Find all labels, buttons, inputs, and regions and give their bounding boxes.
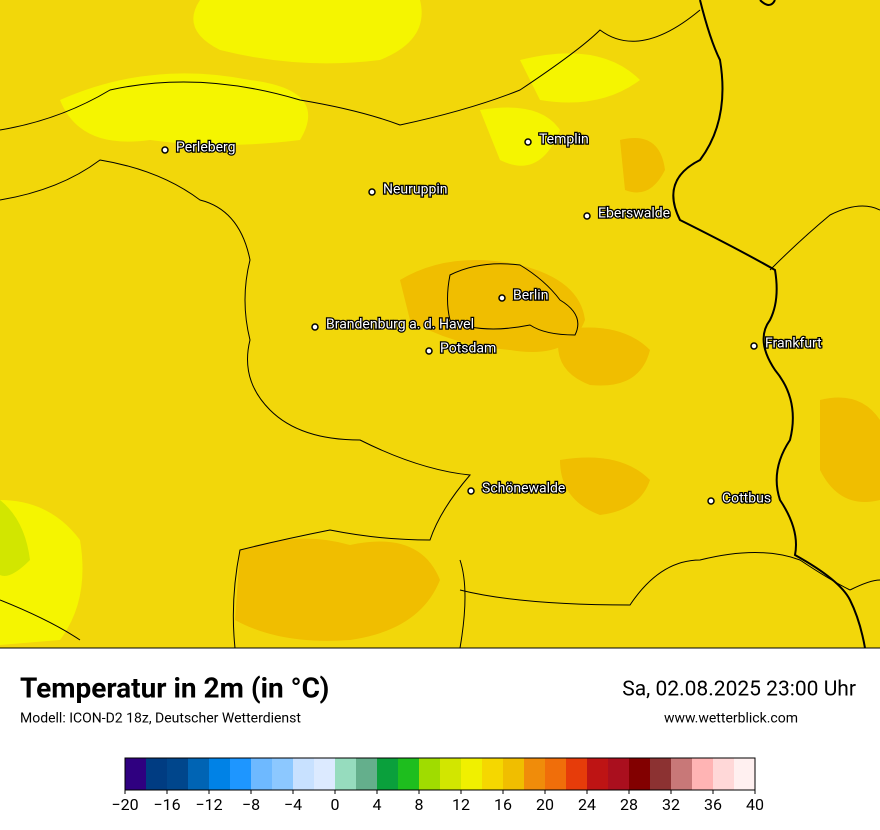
- city-label: Berlin: [513, 288, 548, 304]
- colorbar-bin: [314, 758, 336, 790]
- colorbar-bin: [650, 758, 672, 790]
- colorbar-bin: [482, 758, 504, 790]
- colorbar-bin: [566, 758, 588, 790]
- colorbar-bin: [356, 758, 378, 790]
- colorbar-tick-label: 20: [536, 795, 554, 814]
- colorbar-bin: [608, 758, 630, 790]
- model-info: Modell: ICON-D2 18z, Deutscher Wetterdie…: [20, 711, 301, 727]
- colorbar-bin: [398, 758, 420, 790]
- colorbar-bin: [692, 758, 714, 790]
- colorbar-bin: [335, 758, 357, 790]
- colorbar-bin: [461, 758, 483, 790]
- colorbar-bin: [734, 758, 756, 790]
- colorbar-bin: [629, 758, 651, 790]
- colorbar-tick-label: 40: [746, 795, 764, 814]
- colorbar-tick-label: 28: [620, 795, 638, 814]
- colorbar-tick-label: −4: [284, 795, 302, 814]
- colorbar-bin: [209, 758, 231, 790]
- colorbar-tick-label: 32: [662, 795, 680, 814]
- city-label: Eberswalde: [598, 206, 670, 222]
- colorbar-bin: [293, 758, 315, 790]
- colorbar-tick-label: 4: [373, 795, 382, 814]
- title: Temperatur in 2m (in °C): [20, 671, 329, 704]
- colorbar-frame: [124, 757, 756, 791]
- website: www.wetterblick.com: [664, 711, 798, 727]
- colorbar-bin: [440, 758, 462, 790]
- colorbar-tick-label: −16: [153, 795, 180, 814]
- city-label: Potsdam: [440, 341, 496, 357]
- colorbar-tick-label: −8: [242, 795, 260, 814]
- colorbar-bin: [545, 758, 567, 790]
- colorbar-tick-label: 24: [578, 795, 596, 814]
- colorbar-tick-label: 12: [452, 795, 470, 814]
- city-label: Perleberg: [176, 140, 236, 156]
- city-label: Brandenburg a. d. Havel: [326, 317, 474, 333]
- colorbar-tick-label: −12: [195, 795, 222, 814]
- colorbar-tick-label: 0: [331, 795, 340, 814]
- colorbar-bin: [713, 758, 735, 790]
- city-label: Cottbus: [722, 491, 771, 507]
- cool-spot: [0, 500, 30, 576]
- colorbar-bin: [671, 758, 693, 790]
- colorbar-bin: [587, 758, 609, 790]
- city-markers: [161, 138, 758, 505]
- colorbar-bin: [188, 758, 210, 790]
- city-label: Frankfurt: [765, 336, 822, 352]
- colorbar-bin: [146, 758, 168, 790]
- city-label: Schönewalde: [482, 481, 565, 497]
- colorbar: −20 −16 −12 −8 −4 0 4 8 12 16 20 24 28 32 36 40: [111, 757, 764, 814]
- datetime: Sa, 02.08.2025 23:00 Uhr: [622, 678, 856, 702]
- colorbar-bin: [377, 758, 399, 790]
- city-label: Templin: [539, 132, 589, 148]
- colorbar-tick-label: 36: [704, 795, 722, 814]
- colorbar-bin: [503, 758, 525, 790]
- borders: [0, 0, 880, 649]
- colorbar-bin: [419, 758, 441, 790]
- colorbar-bin: [272, 758, 294, 790]
- colorbar-bin: [251, 758, 273, 790]
- colorbar-bin: [167, 758, 189, 790]
- cool-areas: [0, 0, 640, 645]
- colorbar-tick-label: −20: [111, 795, 138, 814]
- colorbar-bin: [230, 758, 252, 790]
- colorbar-tick-label: 16: [494, 795, 512, 814]
- colorbar-bin: [125, 758, 147, 790]
- colorbar-tick-label: 8: [415, 795, 424, 814]
- colorbar-bin: [524, 758, 546, 790]
- city-label: Neuruppin: [383, 182, 447, 198]
